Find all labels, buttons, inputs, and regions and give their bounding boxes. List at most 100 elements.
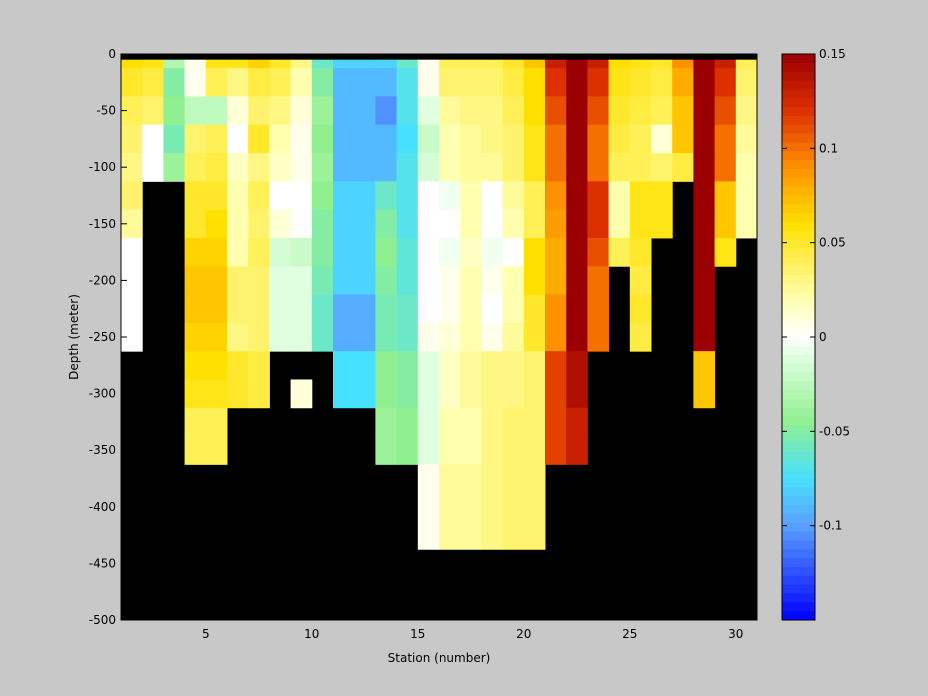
colorbar-swatch (782, 354, 815, 365)
colorbar-swatch (782, 407, 815, 418)
heatmap-cell (396, 209, 419, 239)
heatmap-cell (439, 520, 461, 550)
heatmap-cell (142, 153, 164, 182)
heatmap-cell (248, 181, 270, 211)
heatmap-cell (693, 153, 716, 182)
heatmap-cell (481, 124, 504, 154)
x-tick-label: 25 (622, 627, 637, 641)
heatmap-cell (396, 436, 419, 465)
colorbar-swatch (782, 62, 815, 73)
heatmap-cell (587, 153, 610, 182)
colorbar-swatch (782, 496, 815, 506)
colorbar-swatch (782, 460, 815, 471)
heatmap-cell (121, 96, 143, 126)
heatmap-cell (460, 407, 482, 437)
colorbar-swatch (782, 593, 815, 603)
heatmap-cell (375, 379, 398, 409)
heatmap-cell (735, 96, 758, 126)
colorbar-swatch (782, 558, 815, 568)
heatmap-cell (523, 181, 546, 211)
heatmap-cell (290, 209, 313, 239)
heatmap-cell (184, 209, 207, 239)
heatmap-cell (587, 237, 610, 267)
colorbar-swatch (782, 328, 815, 338)
colorbar-swatch (782, 283, 815, 294)
heatmap-cell (417, 294, 440, 324)
heatmap-cell (587, 96, 610, 126)
heatmap-cell (523, 209, 546, 239)
heatmap-cell (205, 407, 228, 437)
heatmap-cell (333, 96, 355, 126)
heatmap-cell (375, 153, 398, 182)
heatmap-cell (205, 266, 228, 296)
heatmap-cell (396, 124, 419, 154)
heatmap-cell (290, 96, 313, 126)
heatmap-cell (693, 96, 716, 126)
heatmap-cell (396, 351, 419, 380)
colorbar-swatch (782, 133, 815, 143)
heatmap-cell (566, 68, 588, 97)
heatmap-cell (629, 96, 652, 126)
heatmap-cell (269, 153, 292, 182)
heatmap-cell (629, 181, 652, 211)
colorbar-swatch (782, 381, 815, 391)
heatmap-cell (121, 153, 143, 182)
x-axis-label: Station (number) (388, 651, 491, 665)
heatmap-cell (311, 294, 334, 324)
heatmap-cell (184, 181, 207, 211)
colorbar-swatch (782, 416, 815, 426)
colorbar-tick-label: -0.05 (819, 424, 850, 438)
heatmap-cell (396, 407, 419, 437)
heatmap-cell (502, 520, 525, 550)
colorbar-swatch (782, 566, 815, 577)
heatmap-cell (354, 96, 376, 126)
heatmap-cell (396, 294, 419, 324)
heatmap-cell (227, 153, 249, 182)
colorbar-swatch (782, 160, 815, 170)
heatmap-cell (205, 379, 228, 409)
heatmap-cell (439, 294, 461, 324)
heatmap-cell (566, 351, 588, 380)
heatmap-cell (460, 209, 482, 239)
x-tick-label: 15 (410, 627, 425, 641)
heatmap-cell (333, 351, 355, 380)
heatmap-cell (629, 124, 652, 154)
heatmap-cell (566, 96, 588, 126)
heatmap-cell (439, 68, 461, 97)
heatmap-cell (142, 68, 164, 97)
heatmap-cell (714, 153, 737, 182)
heatmap-cell (184, 68, 207, 97)
heatmap-cell (184, 266, 207, 296)
heatmap-cell (502, 153, 525, 182)
surface-strip (121, 54, 757, 60)
heatmap-cell (417, 266, 440, 296)
heatmap-cell (290, 153, 313, 182)
heatmap-cell (248, 322, 270, 352)
heatmap-cell (121, 209, 143, 239)
heatmap-cell (672, 96, 694, 126)
colorbar-tick-label: 0.05 (819, 236, 846, 250)
heatmap-cell (354, 266, 376, 296)
heatmap-cell (714, 96, 737, 126)
heatmap-cell (248, 266, 270, 296)
y-tick-label: -450 (89, 556, 116, 570)
heatmap-cell (184, 436, 207, 465)
heatmap-cell (502, 68, 525, 97)
heatmap-cell (205, 153, 228, 182)
heatmap-cell (269, 237, 292, 267)
heatmap-cell (566, 209, 588, 239)
heatmap-cell (460, 294, 482, 324)
heatmap-cell (460, 237, 482, 267)
heatmap-cell (439, 492, 461, 522)
heatmap-cell (311, 322, 334, 352)
heatmap-cell (417, 237, 440, 267)
heatmap-cell (375, 407, 398, 437)
heatmap-cell (523, 407, 546, 437)
heatmap-cell (545, 379, 567, 409)
heatmap-cell (502, 407, 525, 437)
heatmap-cell (333, 153, 355, 182)
heatmap-cell (587, 209, 610, 239)
heatmap-cell (502, 96, 525, 126)
heatmap-cell (417, 322, 440, 352)
colorbar-swatch (782, 390, 815, 400)
